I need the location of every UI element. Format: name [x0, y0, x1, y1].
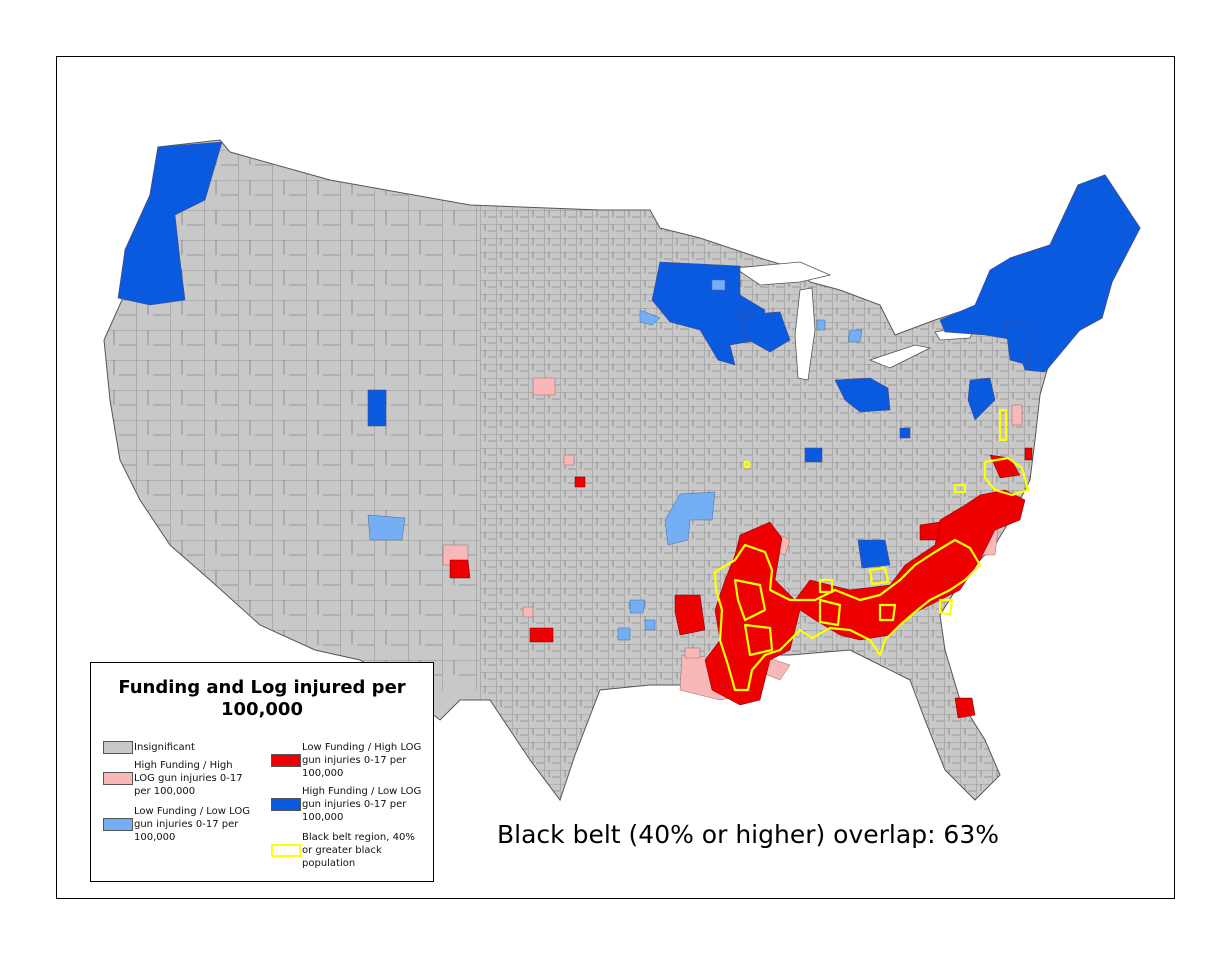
lake-michigan	[794, 287, 816, 381]
high-funding-low-injuries-regions	[117, 141, 1141, 569]
legend-label-black-belt: Black belt region, 40% or greater black …	[302, 832, 415, 869]
legend-label-high-low: High Funding / Low LOG gun injuries 0-17…	[302, 786, 422, 823]
lake-erie	[868, 344, 932, 369]
legend-swatch-high-low	[271, 798, 301, 811]
legend-swatch-high-high	[103, 772, 133, 785]
legend-swatch-insignificant	[103, 741, 133, 754]
legend-title: Funding and Log injured per 100,000	[118, 677, 406, 720]
black-belt-outlines	[713, 408, 1030, 692]
legend-label-insignificant: Insignificant	[134, 742, 195, 753]
overlap-annotation: Black belt (40% or higher) overlap: 63%	[497, 820, 1000, 849]
legend-label-low-high: Low Funding / High LOG gun injuries 0-17…	[302, 742, 422, 779]
legend-swatch-low-low	[103, 818, 133, 831]
legend-swatch-black-belt	[271, 844, 301, 857]
low-funding-low-injuries-regions	[367, 279, 863, 641]
legend-swatch-low-high	[271, 754, 301, 767]
low-funding-high-injuries-regions	[449, 447, 1033, 719]
legend-label-high-high: High Funding / High LOG gun injuries 0-1…	[134, 760, 243, 797]
lake-superior	[733, 261, 832, 286]
legend: Funding and Log injured per 100,000 Insi…	[90, 662, 434, 882]
legend-label-low-low: Low Funding / Low LOG gun injuries 0-17 …	[134, 806, 250, 843]
